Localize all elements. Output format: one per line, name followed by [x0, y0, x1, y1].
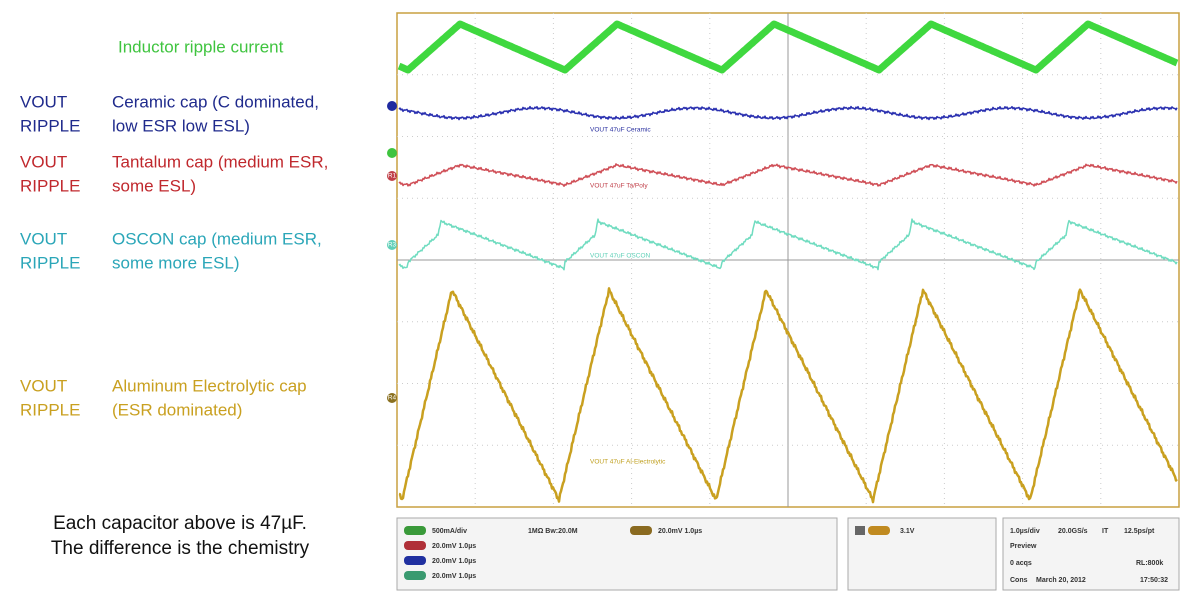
status-text: 0 acqs — [1010, 560, 1032, 567]
status-text: 20.0mV 1.0µs — [432, 543, 476, 550]
marker-label: R3 — [388, 242, 397, 249]
row-label: RIPPLE — [20, 176, 80, 195]
marker-label: R4 — [388, 395, 397, 402]
row-text: (ESR dominated) — [112, 400, 242, 419]
row-label: RIPPLE — [20, 116, 80, 135]
slide: Inductor ripple current VOUT Ceramic cap … — [0, 0, 1191, 594]
status-text: 3.1V — [900, 528, 915, 535]
status-text: 1MΩ Bw:20.0M — [528, 528, 578, 535]
chip — [404, 571, 426, 580]
status-text: 20.0mV 1.0µs — [432, 558, 476, 565]
row-text: Tantalum cap (medium ESR, — [112, 152, 328, 171]
trace-label: VOUT 47uF Ceramic — [590, 127, 651, 134]
status-text: March 20, 2012 — [1036, 577, 1086, 584]
row-label: VOUT — [20, 376, 67, 395]
status-text: 20.0GS/s — [1058, 528, 1088, 535]
status-text: 17:50:32 — [1140, 577, 1168, 584]
row-text: Aluminum Electrolytic cap — [112, 376, 307, 395]
row-label: VOUT — [20, 92, 67, 111]
chip — [868, 526, 890, 535]
chip — [404, 541, 426, 550]
row-label: RIPPLE — [20, 253, 80, 272]
row-text: some ESL) — [112, 176, 196, 195]
row-label: VOUT — [20, 229, 67, 248]
trace-label: VOUT 47uF Ta/Poly — [590, 183, 648, 190]
annotation-title: Inductor ripple current — [118, 37, 284, 56]
marker-label: R1 — [388, 173, 397, 180]
chip — [404, 526, 426, 535]
channel-marker — [387, 148, 397, 158]
status-text: 1.0µs/div — [1010, 528, 1040, 535]
row-text: low ESR low ESL) — [112, 116, 250, 135]
trace-label: VOUT 47uF Al-Electrolytic — [590, 459, 666, 466]
row-text: some more ESL) — [112, 253, 240, 272]
chip — [855, 526, 865, 535]
row-label: VOUT — [20, 152, 67, 171]
status-text: Preview — [1010, 543, 1037, 550]
status-text: 20.0mV 1.0µs — [432, 573, 476, 580]
row-text: OSCON cap (medium ESR, — [112, 229, 322, 248]
chip — [404, 556, 426, 565]
row-text: Ceramic cap (C dominated, — [112, 92, 319, 111]
status-text: RL:800k — [1136, 560, 1163, 567]
status-text: 20.0mV 1.0µs — [658, 528, 702, 535]
row-label: RIPPLE — [20, 400, 80, 419]
status-text: Cons — [1010, 577, 1028, 584]
note: The difference is the chemistry — [51, 538, 310, 559]
trace-label: VOUT 47uF OSCON — [590, 253, 651, 260]
chip — [630, 526, 652, 535]
status-text: 500mA/div — [432, 528, 467, 535]
status-text: IT — [1102, 528, 1109, 535]
channel-marker — [387, 101, 397, 111]
status-text: 12.5ps/pt — [1124, 528, 1155, 535]
note: Each capacitor above is 47µF. — [53, 513, 307, 534]
